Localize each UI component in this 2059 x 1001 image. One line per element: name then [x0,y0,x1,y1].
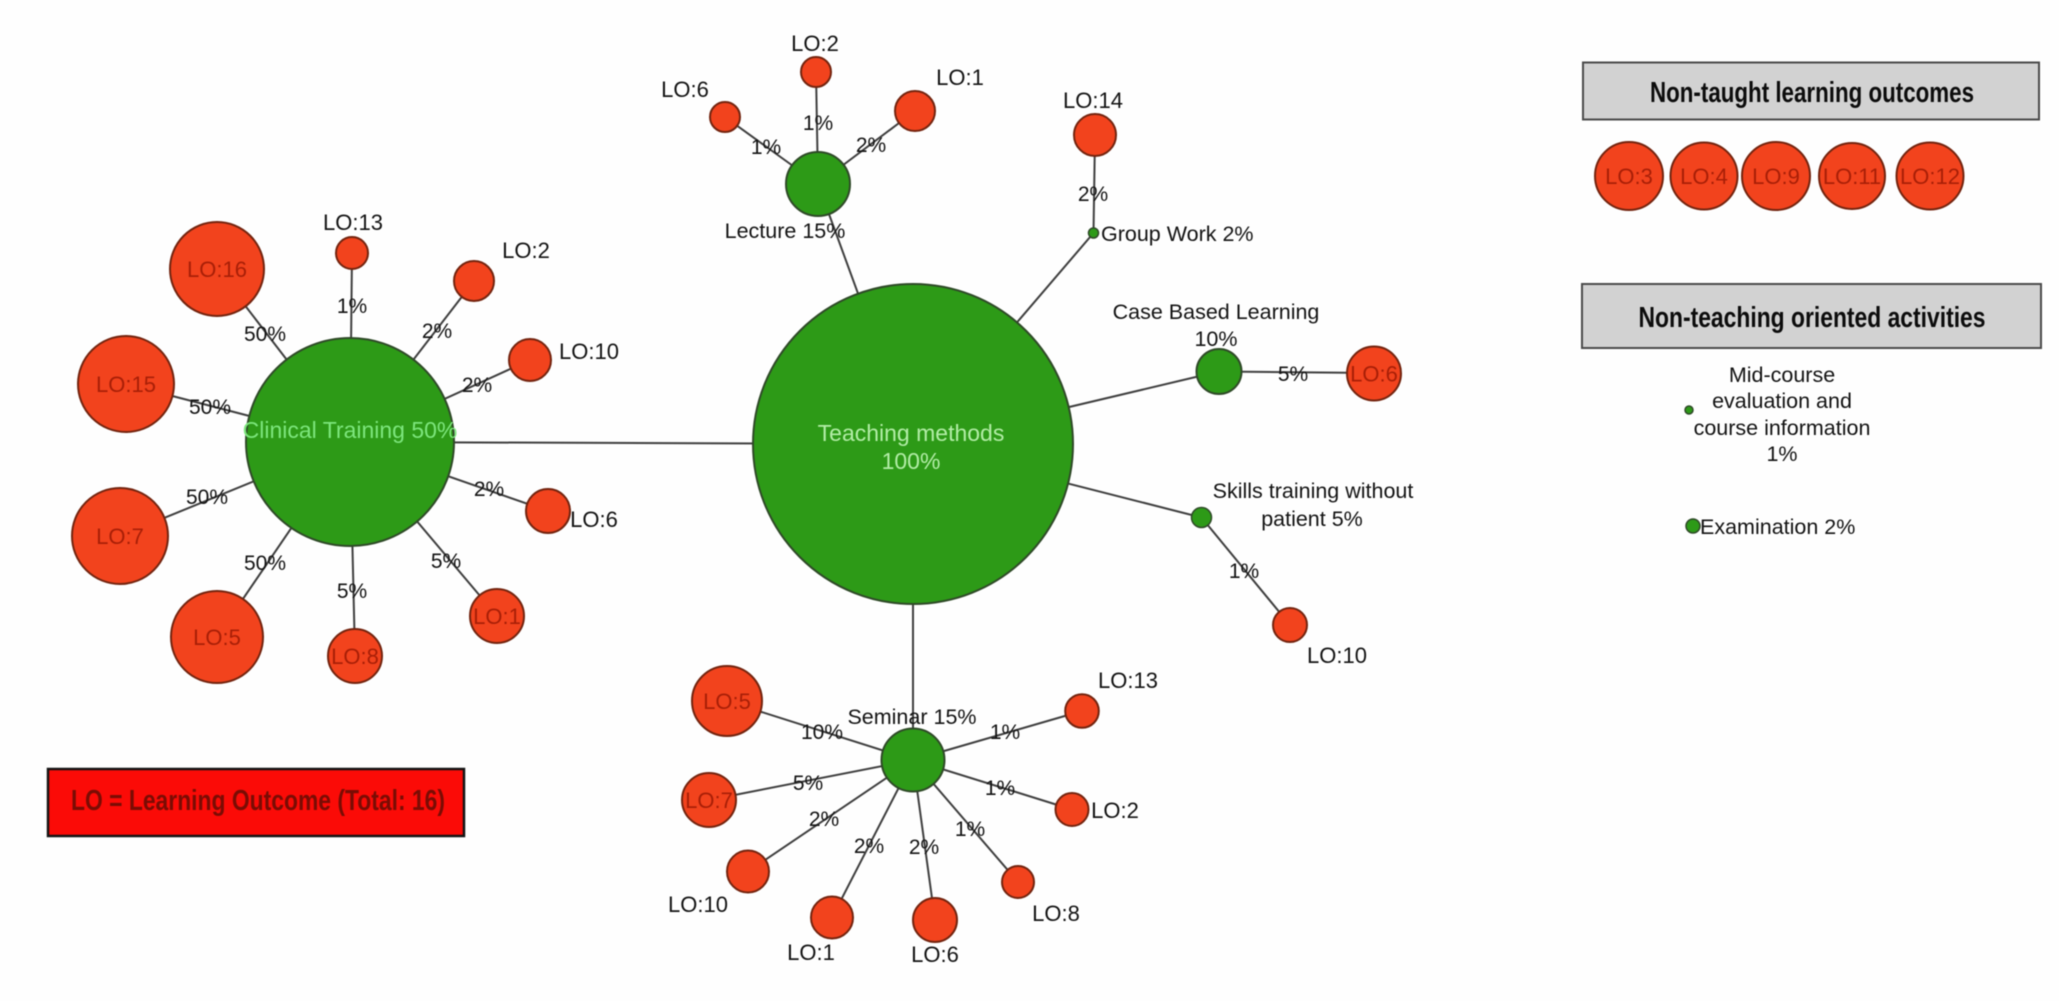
svg-text:1%: 1% [337,295,367,318]
svg-text:LO:8: LO:8 [1032,901,1080,926]
svg-text:LO:9: LO:9 [1752,164,1800,189]
svg-text:LO:7: LO:7 [685,788,733,813]
svg-text:2%: 2% [856,134,886,157]
svg-text:2%: 2% [809,808,839,831]
svg-text:LO:13: LO:13 [1098,668,1158,693]
svg-text:Non-teaching oriented activiti: Non-teaching oriented activities [1639,302,1986,334]
svg-text:LO:8: LO:8 [331,644,379,669]
svg-text:LO:6: LO:6 [1350,362,1398,387]
svg-text:Mid-course: Mid-course [1729,363,1835,387]
svg-text:5%: 5% [337,580,367,603]
svg-text:LO:10: LO:10 [668,892,728,917]
svg-text:Skills training without: Skills training without [1213,479,1414,503]
svg-text:LO:15: LO:15 [96,372,156,397]
svg-text:course information: course information [1694,416,1871,440]
svg-text:LO:1: LO:1 [473,604,521,629]
svg-text:Examination 2%: Examination 2% [1700,515,1855,539]
svg-text:5%: 5% [431,550,461,573]
svg-text:Lecture 15%: Lecture 15% [725,219,846,243]
svg-text:LO:5: LO:5 [703,689,751,714]
svg-text:2%: 2% [462,374,492,397]
svg-text:2%: 2% [474,478,504,501]
svg-text:Teaching methods: Teaching methods [818,420,1005,446]
svg-text:1%: 1% [1766,442,1797,466]
svg-text:LO:14: LO:14 [1063,88,1123,113]
svg-text:LO:4: LO:4 [1680,164,1728,189]
svg-text:100%: 100% [882,448,941,474]
svg-text:LO:3: LO:3 [1605,164,1653,189]
svg-text:Group Work 2%: Group Work 2% [1101,222,1254,246]
svg-text:50%: 50% [244,552,286,575]
svg-text:1%: 1% [803,112,833,135]
svg-text:1%: 1% [955,818,985,841]
svg-text:50%: 50% [244,323,286,346]
svg-text:50%: 50% [189,396,231,419]
svg-text:LO:5: LO:5 [193,625,241,650]
svg-text:1%: 1% [990,721,1020,744]
svg-text:2%: 2% [1078,183,1108,206]
svg-text:2%: 2% [854,835,884,858]
svg-text:1%: 1% [751,136,781,159]
svg-text:LO:1: LO:1 [787,940,835,965]
svg-text:5%: 5% [1278,363,1308,386]
svg-text:LO:16: LO:16 [187,257,247,282]
svg-text:LO:1: LO:1 [936,65,984,90]
svg-text:evaluation and: evaluation and [1712,389,1852,413]
svg-text:10%: 10% [801,721,843,744]
svg-text:2%: 2% [909,836,939,859]
svg-text:50%: 50% [186,486,228,509]
svg-text:Non-taught learning outcomes: Non-taught learning outcomes [1650,77,1974,109]
svg-text:LO:2: LO:2 [791,31,839,56]
svg-text:LO:6: LO:6 [911,942,959,967]
svg-text:LO:13: LO:13 [323,210,383,235]
svg-text:LO:2: LO:2 [502,238,550,263]
svg-text:5%: 5% [793,772,823,795]
svg-text:Seminar 15%: Seminar 15% [847,705,976,729]
svg-text:2%: 2% [422,320,452,343]
svg-text:10%: 10% [1194,327,1237,351]
svg-text:LO:7: LO:7 [96,524,144,549]
svg-text:LO:2: LO:2 [1091,798,1139,823]
svg-text:Clinical Training 50%: Clinical Training 50% [243,417,458,443]
svg-text:patient 5%: patient 5% [1261,507,1363,531]
svg-text:1%: 1% [1229,560,1259,583]
svg-text:1%: 1% [985,777,1015,800]
svg-text:LO:6: LO:6 [570,507,618,532]
svg-text:Case Based Learning: Case Based Learning [1113,300,1320,324]
svg-text:LO = Learning Outcome (Total:: LO = Learning Outcome (Total: 16) [71,785,445,817]
svg-text:LO:10: LO:10 [1307,643,1367,668]
svg-text:LO:6: LO:6 [661,77,709,102]
svg-text:LO:11: LO:11 [1823,164,1881,189]
svg-text:LO:10: LO:10 [559,339,619,364]
svg-text:LO:12: LO:12 [1900,164,1960,189]
